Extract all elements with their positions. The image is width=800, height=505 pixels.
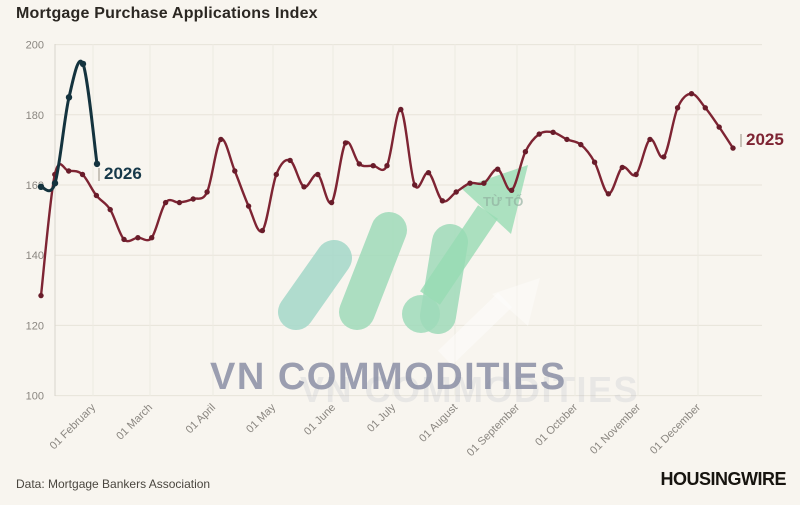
- label-leader-tick: [740, 134, 742, 147]
- series-2025-marker: [425, 170, 432, 176]
- series-2025-marker: [688, 91, 695, 97]
- series-2025-marker: [273, 171, 279, 178]
- watermark-ghost-text: VN COMMODITIES: [300, 369, 640, 410]
- series-2025-line: [39, 92, 735, 296]
- series-2025-marker: [93, 192, 100, 199]
- series-2025-marker: [702, 105, 708, 111]
- series-2025-marker: [66, 168, 72, 174]
- series-label-2026-text: 2026: [104, 164, 142, 183]
- series-2025-marker: [356, 161, 362, 167]
- series-2025-marker: [121, 236, 127, 243]
- series-2026-marker: [65, 94, 73, 101]
- series-2025-marker: [328, 199, 335, 206]
- series-2025-marker: [259, 227, 266, 234]
- series-2025-marker: [522, 149, 529, 155]
- series-2025-marker: [79, 171, 86, 178]
- series-2025: [38, 91, 736, 299]
- series-2025-marker: [162, 199, 169, 206]
- series-2025-marker: [370, 163, 376, 169]
- series-2026-marker: [93, 160, 101, 168]
- series-2025-marker: [605, 191, 612, 197]
- series-2025-marker: [204, 189, 210, 195]
- series-2025-marker: [661, 154, 667, 160]
- label-leader-tick: [98, 168, 100, 181]
- series-2026-marker: [79, 60, 87, 68]
- series-2025-marker: [135, 235, 141, 241]
- series-2025-marker: [481, 180, 487, 186]
- series-2026-marker: [37, 183, 45, 190]
- y-tick-label: 180: [26, 110, 44, 122]
- series-2025-marker: [495, 166, 501, 172]
- series-2025-marker: [190, 196, 196, 202]
- series-label-2025: 2025: [740, 130, 784, 150]
- series-2025-marker: [564, 136, 570, 143]
- housingwire-logo: HOUSINGWIRE: [660, 469, 786, 489]
- series-2025-marker: [439, 198, 446, 204]
- y-tick-label: 100: [26, 391, 44, 403]
- series-2025-marker: [467, 180, 473, 186]
- series-2025-marker: [398, 106, 404, 113]
- series-2025-marker: [315, 171, 321, 178]
- series-2025-marker: [149, 235, 155, 241]
- series-2025-marker: [245, 203, 252, 209]
- series-2025-marker: [619, 164, 625, 171]
- series-2025-marker: [730, 145, 736, 151]
- series-2025-marker: [232, 168, 238, 174]
- series-2025-marker: [384, 163, 390, 169]
- series-2025-marker: [301, 184, 307, 190]
- series-2026: [37, 59, 101, 193]
- series-2025-marker: [578, 141, 584, 148]
- series-2025-marker: [342, 140, 349, 146]
- series-2025-marker: [453, 189, 459, 195]
- series-label-2026: 2026: [98, 164, 142, 184]
- series-2025-marker: [412, 182, 418, 188]
- series-2025-marker: [218, 136, 224, 143]
- series-2025-marker: [508, 187, 515, 193]
- series-2025-marker: [536, 131, 542, 137]
- data-source-note: Data: Mortgage Bankers Association: [16, 477, 211, 491]
- y-tick-label: 120: [26, 320, 44, 332]
- y-tick-label: 200: [26, 40, 44, 52]
- series-label-2025-text: 2025: [746, 130, 784, 149]
- series-2025-marker: [591, 159, 598, 165]
- series-2025-marker: [716, 124, 722, 130]
- series-2025-marker: [38, 292, 44, 299]
- series-2026-marker: [51, 180, 59, 187]
- series-2025-marker: [674, 105, 681, 111]
- series-2025-marker: [176, 199, 183, 206]
- series-2025-marker: [633, 171, 639, 178]
- chart-title: Mortgage Purchase Applications Index: [16, 5, 318, 22]
- watermark-text: VN COMMODITIES: [210, 356, 567, 398]
- y-tick-label: 140: [26, 250, 44, 262]
- series-2025-marker: [107, 206, 113, 213]
- series-2025-marker: [550, 129, 556, 135]
- watermark-ghost-caption: TỪ TỐ: [483, 194, 524, 209]
- series-2025-marker: [287, 157, 293, 164]
- series-2025-marker: [647, 136, 653, 143]
